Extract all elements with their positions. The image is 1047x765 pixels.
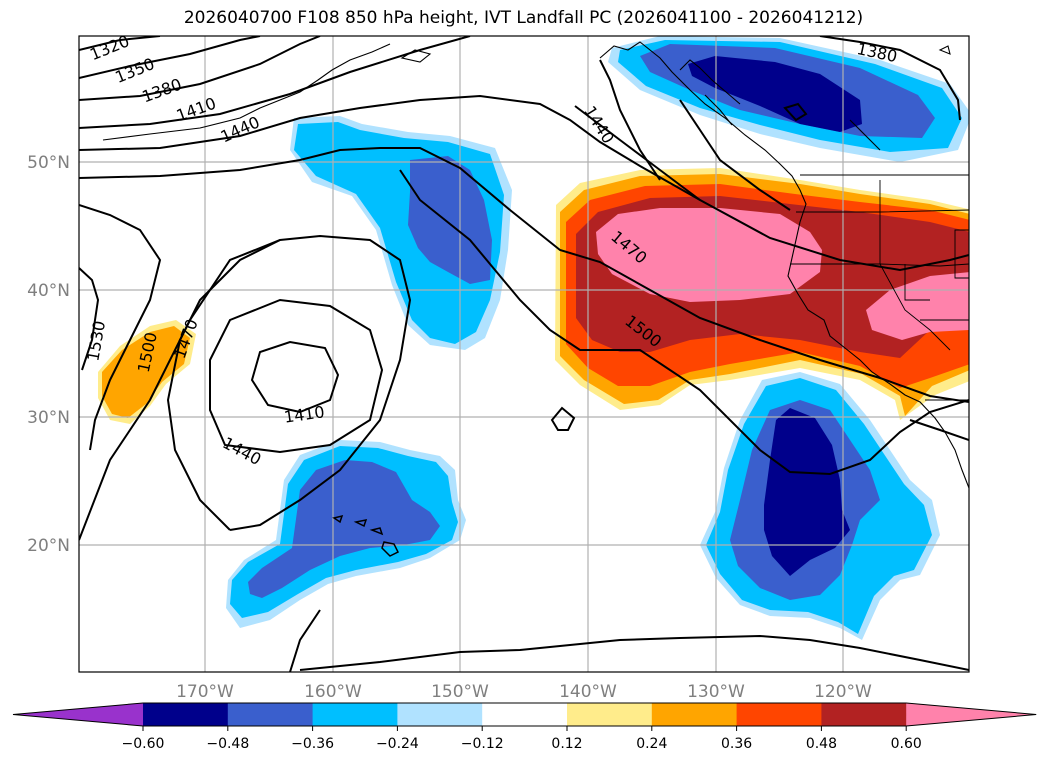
lat-label: 50°N bbox=[27, 153, 70, 173]
contour-label: 1410 bbox=[174, 94, 219, 126]
lon-label: 150°W bbox=[431, 682, 489, 702]
colorbar: −0.60 −0.48 −0.36 −0.24 −0.12 0.12 0.24 0.36 0.4… bbox=[12, 702, 1037, 752]
latitude-labels: 50°N 40°N 30°N 20°N bbox=[27, 153, 70, 556]
negative-blob-eastern-subtropics bbox=[700, 372, 940, 640]
positive-plume-california bbox=[555, 168, 969, 420]
lon-label: 160°W bbox=[304, 682, 362, 702]
lon-label: 130°W bbox=[687, 682, 745, 702]
lat-label: 30°N bbox=[27, 408, 70, 428]
negative-blob-hawaii bbox=[226, 440, 466, 628]
contour-label: 1530 bbox=[83, 319, 109, 362]
colorbar-segment bbox=[821, 703, 907, 726]
political-borders bbox=[790, 174, 969, 401]
colorbar-tick-label: 0.60 bbox=[891, 736, 922, 752]
lat-label: 20°N bbox=[27, 536, 70, 556]
coastlines bbox=[102, 41, 969, 489]
colorbar-segment bbox=[397, 703, 483, 726]
contour-label: 1350 bbox=[112, 54, 157, 87]
hawaii-islands bbox=[332, 514, 400, 557]
colorbar-tick-label: −0.24 bbox=[376, 736, 419, 752]
colorbar-tick-label: 0.12 bbox=[551, 736, 582, 752]
colorbar-segment bbox=[736, 703, 822, 726]
contour-label: 1440 bbox=[220, 433, 265, 469]
lon-label: 120°W bbox=[814, 682, 872, 702]
contour-label: 1440 bbox=[580, 102, 618, 147]
colorbar-tick-label: 0.24 bbox=[636, 736, 667, 752]
colorbar-segment bbox=[651, 703, 738, 726]
colorbar-tick-label: −0.48 bbox=[206, 736, 249, 752]
colorbar-extend-low bbox=[13, 703, 143, 726]
colorbar-tick-label: 0.36 bbox=[721, 736, 752, 752]
colorbar-segment bbox=[567, 703, 653, 726]
contour-label: 1410 bbox=[283, 402, 326, 426]
colorbar-tick-label: −0.36 bbox=[291, 736, 334, 752]
colorbar-tick-label: −0.12 bbox=[461, 736, 504, 752]
contour-label: 1380 bbox=[139, 75, 184, 107]
ivt-shading bbox=[98, 36, 969, 640]
lon-label: 170°W bbox=[176, 682, 234, 702]
colorbar-extend-high bbox=[906, 703, 1037, 726]
lon-label: 140°W bbox=[559, 682, 617, 702]
colorbar-tick-label: 0.48 bbox=[806, 736, 837, 752]
map-title: 2026040700 F108 850 hPa height, IVT Land… bbox=[183, 8, 864, 28]
positive-blob-west bbox=[98, 320, 196, 424]
negative-blob-central-pacific bbox=[290, 116, 512, 350]
colorbar-tick-label: −0.60 bbox=[122, 736, 165, 752]
longitude-labels: 170°W 160°W 150°W 140°W 130°W 120°W bbox=[176, 682, 872, 702]
colorbar-segment bbox=[143, 703, 229, 726]
colorbar-segment bbox=[312, 703, 398, 726]
colorbar-segment bbox=[227, 703, 314, 726]
map-frame bbox=[78, 35, 970, 673]
lat-label: 40°N bbox=[27, 281, 70, 301]
height-contours bbox=[79, 36, 969, 672]
colorbar-segment bbox=[482, 703, 568, 726]
negative-blob-gulf-of-alaska bbox=[608, 36, 969, 162]
